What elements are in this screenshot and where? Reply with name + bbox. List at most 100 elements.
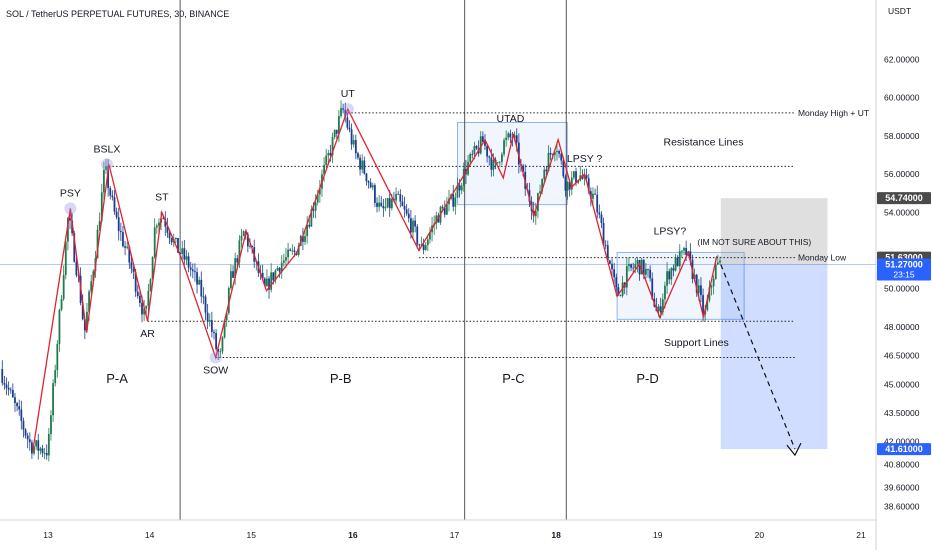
candle-body — [130, 262, 133, 269]
candle-body — [388, 198, 391, 209]
candle-body — [102, 170, 105, 193]
candle-body — [390, 199, 393, 209]
candle-body — [166, 226, 169, 233]
candle-body — [316, 194, 319, 203]
candle-body — [657, 306, 660, 312]
candle-body — [312, 209, 315, 211]
candle-body — [496, 162, 499, 163]
x-tick-label: 13 — [43, 530, 53, 540]
candle-body — [367, 181, 370, 183]
phase-label: P-D — [636, 371, 658, 386]
candle-body — [56, 343, 59, 371]
candle-body — [539, 191, 541, 194]
event-marker — [100, 158, 113, 171]
candle-body — [263, 278, 266, 287]
candle-body — [545, 169, 548, 172]
candle-body — [117, 217, 120, 232]
candle-body — [585, 175, 588, 179]
candle-body — [481, 136, 484, 142]
candle-body — [708, 287, 711, 301]
candle-body — [47, 434, 50, 456]
price-tag — [877, 192, 931, 205]
candle-body — [331, 137, 334, 156]
candle-body — [31, 442, 33, 454]
candle-body — [168, 232, 171, 239]
candle-body — [314, 202, 317, 211]
candle-body — [460, 185, 463, 191]
candle-body — [276, 267, 279, 271]
candle-body — [697, 285, 700, 293]
candle-body — [194, 271, 196, 273]
candle-body — [289, 249, 292, 251]
candle-body — [310, 209, 313, 227]
candle-body — [426, 239, 429, 246]
candle-body — [602, 222, 605, 245]
candle-body — [672, 268, 675, 271]
candle-body — [471, 154, 474, 155]
y-tick-label: 46.50000 — [884, 351, 920, 361]
candle-body — [384, 207, 387, 209]
candle-body — [617, 287, 620, 296]
y-tick-label: 56.00000 — [884, 169, 920, 179]
candle-body — [221, 337, 224, 352]
candle-body — [373, 185, 376, 203]
candle-body — [710, 286, 713, 288]
candle-body — [534, 211, 537, 217]
candle-body — [507, 133, 510, 138]
candle-body — [179, 252, 182, 255]
candle-body — [473, 145, 476, 155]
candle-body — [37, 440, 40, 451]
candle-body — [638, 260, 641, 275]
candle-body — [562, 160, 565, 177]
candle-body — [615, 277, 618, 288]
x-tick-label: 14 — [145, 530, 155, 540]
level-label: Monday High + UT — [798, 108, 869, 118]
candle-body — [206, 312, 209, 322]
candle-body — [98, 221, 101, 230]
candle-body — [285, 257, 287, 261]
candle-body — [115, 211, 118, 218]
candle-body — [232, 271, 234, 278]
candle-body — [659, 306, 662, 313]
candle-body — [81, 303, 84, 320]
candle-body — [577, 180, 580, 183]
candle-body — [596, 194, 599, 213]
candle-body — [642, 259, 645, 275]
candle-body — [429, 232, 431, 240]
candle-body — [598, 212, 601, 215]
candle-body — [187, 256, 190, 268]
candle-body — [149, 279, 152, 291]
candle-body — [88, 291, 90, 312]
price-tag-label: 51.63000 — [885, 253, 923, 263]
candle-body — [342, 108, 345, 110]
event-label: UT — [341, 88, 356, 100]
y-tick-label: 48.00000 — [884, 322, 920, 332]
candle-body — [147, 290, 150, 306]
target-box — [720, 264, 828, 450]
candle-body — [651, 278, 654, 300]
candle-body — [664, 285, 666, 300]
candle-body — [399, 194, 402, 202]
candle-body — [3, 382, 6, 385]
y-tick-label: 42.00000 — [884, 437, 920, 447]
candle-body — [22, 420, 25, 430]
candle-body — [670, 268, 673, 280]
candle-body — [644, 268, 647, 275]
text-annotation: (IM NOT SURE ABOUT THIS) — [697, 237, 811, 247]
candle-body — [54, 370, 57, 384]
candle-body — [302, 235, 304, 242]
candle-body — [515, 135, 518, 143]
phase-label: P-B — [330, 371, 352, 386]
candle-body — [306, 224, 309, 237]
candle-body — [594, 193, 596, 195]
candle-body — [204, 296, 207, 313]
event-label: LPSY? — [654, 226, 687, 238]
x-tick-label: 18 — [551, 530, 561, 540]
candle-body — [122, 232, 124, 247]
candle-body — [583, 175, 586, 179]
candle-body — [75, 261, 78, 276]
price-tag-label: 41.61000 — [885, 444, 923, 454]
